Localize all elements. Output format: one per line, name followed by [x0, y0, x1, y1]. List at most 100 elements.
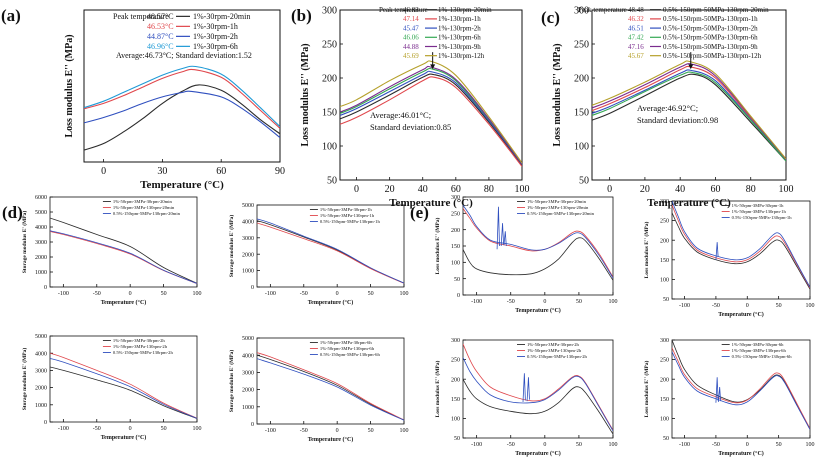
series-group: [672, 340, 810, 430]
panel-label: (b): [291, 6, 312, 25]
y-tick-label: 0: [44, 420, 47, 426]
y-tick-label: 100: [660, 278, 669, 284]
series-line-3: [50, 230, 197, 284]
legend-series-name: 0.5%-150rpm-5MPa-130rpm-6h: [320, 352, 381, 357]
legend-series-name: 1%-50rpm-3MPa-30rpm-2h: [113, 338, 166, 343]
y-axis-label: Storage modulus E' (MPa): [228, 215, 235, 278]
series-group: [50, 352, 197, 419]
y-tick-label: 200: [574, 74, 589, 85]
legend-series-name: 1%-50rpm-3MPa-30rpm-20min: [527, 199, 587, 204]
noise-spike: [500, 223, 504, 247]
chart-e2: -100 -50 0 50 10050100150200250300Temperatur…: [643, 199, 815, 318]
y-tick-label: 150: [451, 244, 460, 250]
y-tick-label: 0: [457, 293, 460, 299]
chart-d2: -100 -50 0 50 100010002000300040005000Temper…: [228, 203, 409, 306]
x-axis-label: Temperature (°C): [515, 450, 561, 457]
series-line-2: [257, 222, 404, 284]
series-line-2: [50, 231, 197, 284]
y-tick-label: 150: [660, 258, 669, 264]
series-line-2: [672, 347, 810, 429]
legend-series-name: 0.5%-150rpm-5MPa-130rpm-2h: [113, 350, 174, 355]
x-tick-label: -100: [679, 303, 690, 309]
y-tick-label: 2000: [242, 252, 254, 258]
x-tick-label: 60: [710, 184, 720, 195]
y-tick-label: 250: [451, 358, 460, 364]
y-axis-label: Storage modulus E' (MPa): [21, 348, 28, 411]
legend-series-name: 0.5%-150rpm-5MPa-130rpm-20min: [527, 211, 595, 216]
legend-peak-value: 45.67: [628, 52, 644, 60]
x-tick-label: 50: [161, 426, 167, 432]
x-tick-label: 100: [400, 291, 409, 297]
noise-spike: [522, 373, 526, 402]
legend-series-name: 1%-50rpm-3MPa-130rpm-2h: [527, 348, 582, 353]
x-tick-label: 0: [607, 184, 612, 195]
legend-series-name: 1%-130rpm-1h: [438, 15, 481, 23]
x-tick-label: 100: [806, 442, 815, 448]
x-tick-label: 20: [640, 184, 650, 195]
x-tick-label: 100: [609, 299, 618, 305]
y-tick-label: 50: [663, 436, 669, 442]
series-line-2: [84, 68, 280, 129]
legend-series-name: 1%-130rpm-2h: [438, 24, 481, 32]
x-tick-label: 0: [336, 428, 339, 434]
x-axis-label: Temperature (°C): [140, 179, 224, 191]
plot-frame: [256, 204, 405, 288]
legend-series-name: 0.5%-150rpm-50MPa-130rpm-12h: [663, 52, 762, 60]
series-group: [50, 217, 197, 284]
noise-spike: [503, 231, 507, 247]
x-axis-label: Temperature (°C): [101, 299, 147, 306]
plot-frame: [591, 9, 787, 181]
x-tick-label: -100: [265, 428, 276, 434]
x-tick-label: -100: [58, 426, 69, 432]
x-tick-label: 100: [609, 442, 618, 448]
noise-spike: [715, 242, 719, 260]
y-axis-label: Loss modulus E'' (MPa): [552, 43, 563, 146]
legend-series-name: 1%-130rpm-9h: [438, 43, 481, 51]
x-axis-label: Temperature (°C): [647, 197, 731, 209]
y-tick-label: 250: [451, 211, 460, 217]
x-tick-label: 0: [543, 299, 546, 305]
y-axis-label: Loss modulus E'' (MPa): [643, 360, 650, 417]
y-tick-label: 2000: [35, 255, 47, 261]
y-tick-label: 250: [660, 219, 669, 225]
series-line-2: [592, 65, 786, 160]
legend-series-name: 1%-30rpm-6h: [193, 42, 238, 51]
y-tick-label: 300: [660, 338, 669, 344]
x-tick-label: -50: [93, 291, 101, 297]
y-tick-label: 50: [663, 297, 669, 303]
chart-e3: -100 -50 0 50 100 50 100 150 200 250 300 Temperatur…: [434, 338, 618, 457]
noise-spike: [496, 206, 500, 250]
y-tick-label: 50: [327, 176, 337, 187]
legend-series-name: 1%-30rpm-2h: [193, 32, 238, 41]
plot-frame: [49, 335, 198, 423]
series-group: [463, 343, 613, 435]
x-tick-label: 100: [515, 184, 530, 195]
y-tick-label: 200: [451, 377, 460, 383]
y-tick-label: 100: [451, 260, 460, 266]
y-tick-label: 1000: [35, 403, 47, 409]
x-tick-label: 60: [451, 184, 461, 195]
y-axis-label: Loss modulus E'' (MPa): [434, 360, 441, 417]
x-tick-label: -100: [58, 291, 69, 297]
x-tick-label: -50: [93, 426, 101, 432]
legend-series-name: 1%-50rpm-3MPa-130rpm-6h: [320, 346, 375, 351]
y-tick-label: 300: [451, 195, 460, 201]
series-line-2: [463, 208, 613, 278]
y-tick-label: 2000: [242, 388, 254, 394]
series-line-1: [463, 237, 613, 281]
legend-series-name: 0.5%-150rpm-5MPa-130rpm-2h: [527, 354, 588, 359]
x-tick-label: 90: [275, 166, 285, 177]
series-group: [257, 352, 404, 421]
series-line-4: [84, 65, 280, 128]
x-axis-label: Temperature (°C): [515, 307, 561, 314]
y-tick-label: 200: [451, 228, 460, 234]
y-tick-label: 2000: [35, 386, 47, 392]
y-tick-label: 4000: [242, 220, 254, 226]
x-tick-label: 0: [746, 303, 749, 309]
series-line-1: [592, 73, 786, 162]
peak-arrow-head: [688, 64, 694, 70]
x-tick-label: 0: [746, 442, 749, 448]
x-tick-label: 20: [385, 184, 395, 195]
series-line-5: [340, 65, 522, 165]
